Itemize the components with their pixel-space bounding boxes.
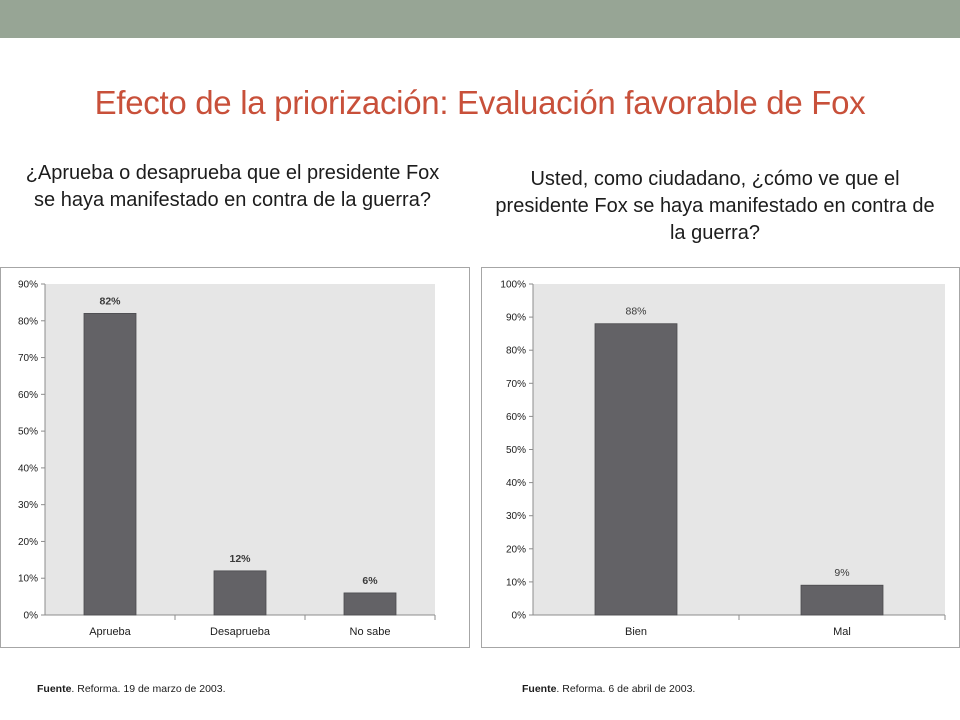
source-right: Fuente. Reforma. 6 de abril de 2003.	[522, 683, 695, 695]
y-tick-label: 40%	[506, 478, 526, 489]
x-tick-label: Mal	[833, 626, 851, 638]
y-tick-label: 80%	[18, 316, 38, 327]
y-tick-label: 0%	[512, 611, 527, 622]
chart-bien-mal: 0% 10% 20% 30% 40% 50% 60% 70% 80% 90% 100% 88% Bien…	[500, 280, 946, 638]
bar-aprueba	[83, 313, 137, 616]
source-right-text: . Reforma. 6 de abril de 2003.	[556, 683, 696, 695]
data-label: 82%	[99, 295, 121, 307]
source-left: Fuente. Reforma. 19 de marzo de 2003.	[37, 683, 226, 695]
data-label: 6%	[362, 575, 378, 587]
y-tick-label: 90%	[18, 280, 38, 291]
data-label: 9%	[834, 567, 849, 579]
source-left-label: Fuente	[37, 683, 72, 695]
x-tick-label: Aprueba	[89, 626, 131, 638]
source-right-label: Fuente	[522, 683, 557, 695]
y-tick-label: 20%	[506, 544, 526, 555]
y-tick-label: 0%	[24, 611, 39, 622]
y-tick-label: 70%	[18, 353, 38, 364]
x-tick-label: No sabe	[350, 626, 391, 638]
y-tick-label: 60%	[506, 412, 526, 423]
slide-title: Efecto de la priorización: Evaluación fa…	[94, 84, 866, 121]
bar-bien	[594, 323, 678, 616]
x-tick-label: Bien	[625, 626, 647, 638]
charts-panel: 0% 10% 20% 30% 40% 50% 60% 70% 80% 90% 82% Aprueba 1…	[0, 267, 960, 648]
y-tick-label: 30%	[506, 511, 526, 522]
y-tick-label: 10%	[506, 577, 526, 588]
y-tick-label: 60%	[18, 390, 38, 401]
y-tick-label: 50%	[506, 445, 526, 456]
top-accent-bar	[0, 0, 960, 38]
data-label: 12%	[229, 553, 251, 565]
question-left: ¿Aprueba o desaprueba que el presidente …	[25, 162, 440, 211]
chart-aprueba: 0% 10% 20% 30% 40% 50% 60% 70% 80% 90% 82% Aprueba 1…	[18, 280, 436, 638]
y-tick-label: 70%	[506, 379, 526, 390]
source-left-text: . Reforma. 19 de marzo de 2003.	[71, 683, 226, 695]
bar-mal	[800, 584, 884, 616]
bar-desaprueba	[213, 570, 267, 616]
bar-no-sabe	[343, 592, 397, 616]
y-tick-label: 20%	[18, 537, 38, 548]
x-tick-label: Desaprueba	[210, 626, 271, 638]
y-tick-label: 10%	[18, 574, 38, 585]
y-tick-label: 40%	[18, 463, 38, 474]
y-tick-label: 90%	[506, 313, 526, 324]
data-label: 88%	[625, 306, 646, 318]
y-tick-label: 80%	[506, 346, 526, 357]
question-right: Usted, como ciudadano, ¿cómo ve que el p…	[495, 168, 935, 244]
y-tick-label: 100%	[500, 280, 526, 291]
y-tick-label: 50%	[18, 427, 38, 438]
y-tick-label: 30%	[18, 500, 38, 511]
